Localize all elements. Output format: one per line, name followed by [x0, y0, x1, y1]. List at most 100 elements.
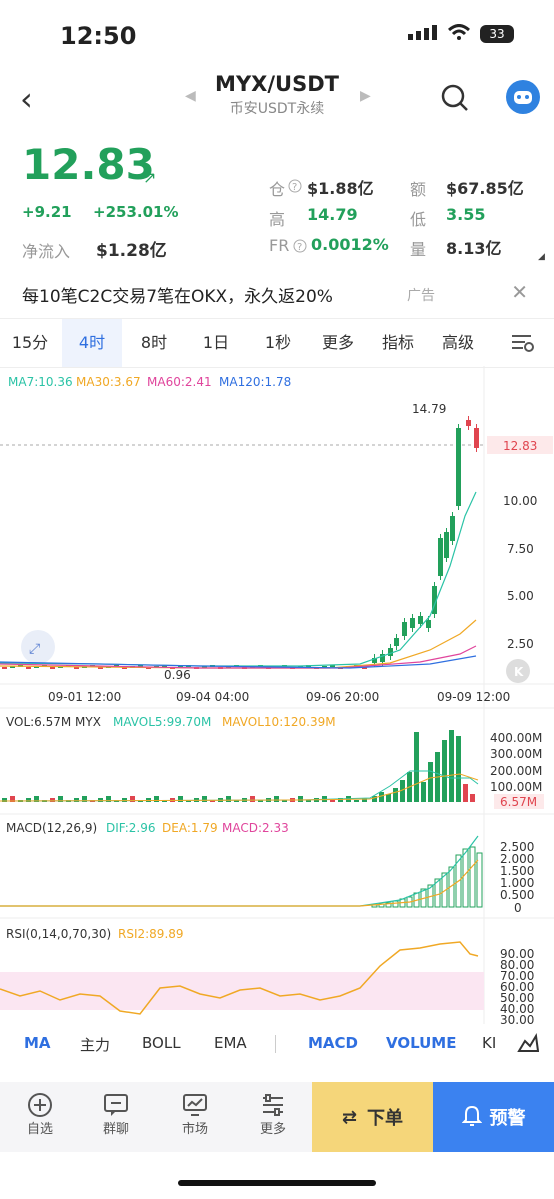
- volume-bar: [50, 798, 55, 802]
- k-logo-letter: K: [514, 665, 524, 679]
- ma120-legend: MA120:1.78: [219, 375, 291, 389]
- rsi-band: [0, 972, 484, 1010]
- y-tick: 2.50: [507, 637, 534, 651]
- volume-bar: [2, 798, 7, 802]
- tab-more[interactable]: 更多: [321, 333, 354, 352]
- candle: [432, 586, 437, 614]
- tab-kdj[interactable]: KI: [482, 1034, 497, 1052]
- volume-bar: [122, 798, 127, 802]
- rsi-legend: RSI(0,14,0,70,30): [6, 927, 111, 941]
- volume-bar: [338, 798, 343, 802]
- search-icon[interactable]: [440, 83, 470, 117]
- volume-bar: [330, 800, 335, 802]
- info-icon[interactable]: ?: [288, 178, 302, 197]
- timeframe-tabs: 15分 4时 8时 1日 1秒 更多 指标 高级: [0, 318, 554, 368]
- close-icon[interactable]: ✕: [511, 280, 528, 304]
- chat-icon: [86, 1092, 146, 1118]
- volume-bar: [463, 784, 468, 802]
- draw-tool-icon[interactable]: [517, 1032, 540, 1058]
- alert-button[interactable]: 预警: [433, 1082, 554, 1152]
- macd-bar: [455, 854, 462, 908]
- status-time: 12:50: [60, 22, 137, 50]
- volume-bar: [106, 796, 111, 802]
- back-button[interactable]: ‹: [20, 80, 33, 118]
- stat-value-volume: 8.13亿: [446, 239, 502, 258]
- macd-tick: 2.500: [500, 840, 534, 854]
- battery-icon: 33: [480, 25, 514, 43]
- volume-bar: [234, 800, 239, 802]
- tab-advanced[interactable]: 高级: [441, 333, 474, 352]
- vol-tick: 200.00M: [490, 764, 542, 778]
- candle: [402, 622, 407, 636]
- dea-legend: DEA:1.79: [162, 821, 218, 835]
- stat-value-high: 14.79: [307, 205, 358, 224]
- candle: [456, 428, 461, 506]
- candle: [34, 666, 39, 668]
- order-label: 下单: [367, 1108, 404, 1129]
- rsi-tick: 80.00: [500, 958, 534, 972]
- tab-ema[interactable]: EMA: [214, 1034, 247, 1052]
- x-tick: 09-04 04:00: [176, 690, 249, 704]
- volume-bar: [98, 798, 103, 802]
- tab-1d[interactable]: 1日: [202, 333, 230, 352]
- x-tick: 09-06 20:00: [306, 690, 379, 704]
- next-pair-icon[interactable]: ▶: [360, 88, 371, 104]
- candle: [226, 666, 231, 668]
- tab-1s[interactable]: 1秒: [264, 333, 292, 352]
- volume-bars: [0, 730, 479, 802]
- expand-icon: ⤢: [29, 641, 40, 657]
- tab-macd[interactable]: MACD: [308, 1034, 358, 1052]
- tab-ma[interactable]: MA: [24, 1034, 51, 1052]
- order-button[interactable]: ⇄ 下单: [312, 1082, 433, 1152]
- kline-chart[interactable]: MA7:10.36 MA30:3.67 MA60:2.41 MA120:1.78…: [0, 366, 554, 1026]
- fullscreen-button[interactable]: [21, 630, 55, 664]
- candle: [380, 654, 385, 662]
- macd-legend: MACD(12,26,9): [6, 821, 97, 835]
- info-icon[interactable]: ?: [293, 238, 307, 257]
- volume-bar: [186, 800, 191, 802]
- tab-indicators[interactable]: 指标: [381, 333, 414, 352]
- volume-bar: [306, 800, 311, 802]
- stat-label-oi: 仓: [269, 180, 286, 199]
- prev-pair-icon[interactable]: ◀: [185, 88, 196, 104]
- rsi-tick: 30.00: [500, 1013, 534, 1026]
- last-price: 12.83: [22, 140, 155, 189]
- volume-bar: [210, 800, 215, 802]
- bell-icon: [461, 1104, 482, 1131]
- candle: [10, 666, 15, 668]
- macd-bar: [434, 878, 441, 908]
- tab-boll[interactable]: BOLL: [142, 1034, 181, 1052]
- tab-main-force[interactable]: 主力: [80, 1036, 111, 1054]
- candle: [410, 618, 415, 628]
- ad-tag: 广告: [407, 288, 435, 304]
- ad-text[interactable]: 每10笔C2C交易7笔在OKX，永久返20%: [22, 287, 333, 307]
- stat-value-fr: 0.0012%: [311, 235, 389, 254]
- nav-market[interactable]: 市场: [165, 1092, 225, 1137]
- nav-watchlist[interactable]: 自选: [10, 1092, 70, 1137]
- robot-avatar-icon[interactable]: [506, 80, 540, 114]
- tab-8h[interactable]: 8时: [140, 333, 168, 352]
- volume-bar: [250, 796, 255, 802]
- expand-stats-icon[interactable]: ◢: [538, 252, 545, 262]
- volume-bar: [393, 788, 398, 802]
- tab-volume[interactable]: VOLUME: [386, 1034, 457, 1052]
- plus-circle-icon: [10, 1092, 70, 1118]
- volume-bar: [470, 794, 475, 802]
- y-tick: 7.50: [507, 542, 534, 556]
- stat-label-fr: FR: [269, 236, 290, 255]
- nav-more[interactable]: 更多: [243, 1092, 303, 1137]
- indicator-tabs: MA 主力 BOLL EMA MACD VOLUME KI: [0, 1028, 554, 1062]
- tab-4h[interactable]: 4时: [62, 319, 122, 367]
- candle: [98, 667, 103, 669]
- tab-15m[interactable]: 15分: [11, 333, 49, 352]
- vol-tick: 300.00M: [490, 747, 542, 761]
- pair-title[interactable]: MYX/USDT: [215, 72, 339, 96]
- volume-bar: [202, 796, 207, 802]
- wifi-icon: [447, 24, 471, 44]
- pair-subtitle: 币安USDT永续: [229, 101, 325, 117]
- nav-chat[interactable]: 群聊: [86, 1092, 146, 1137]
- chart-settings-icon[interactable]: [511, 333, 535, 357]
- market-monitor-icon: [165, 1092, 225, 1118]
- macd-bar: [441, 872, 448, 908]
- candle: [450, 516, 455, 541]
